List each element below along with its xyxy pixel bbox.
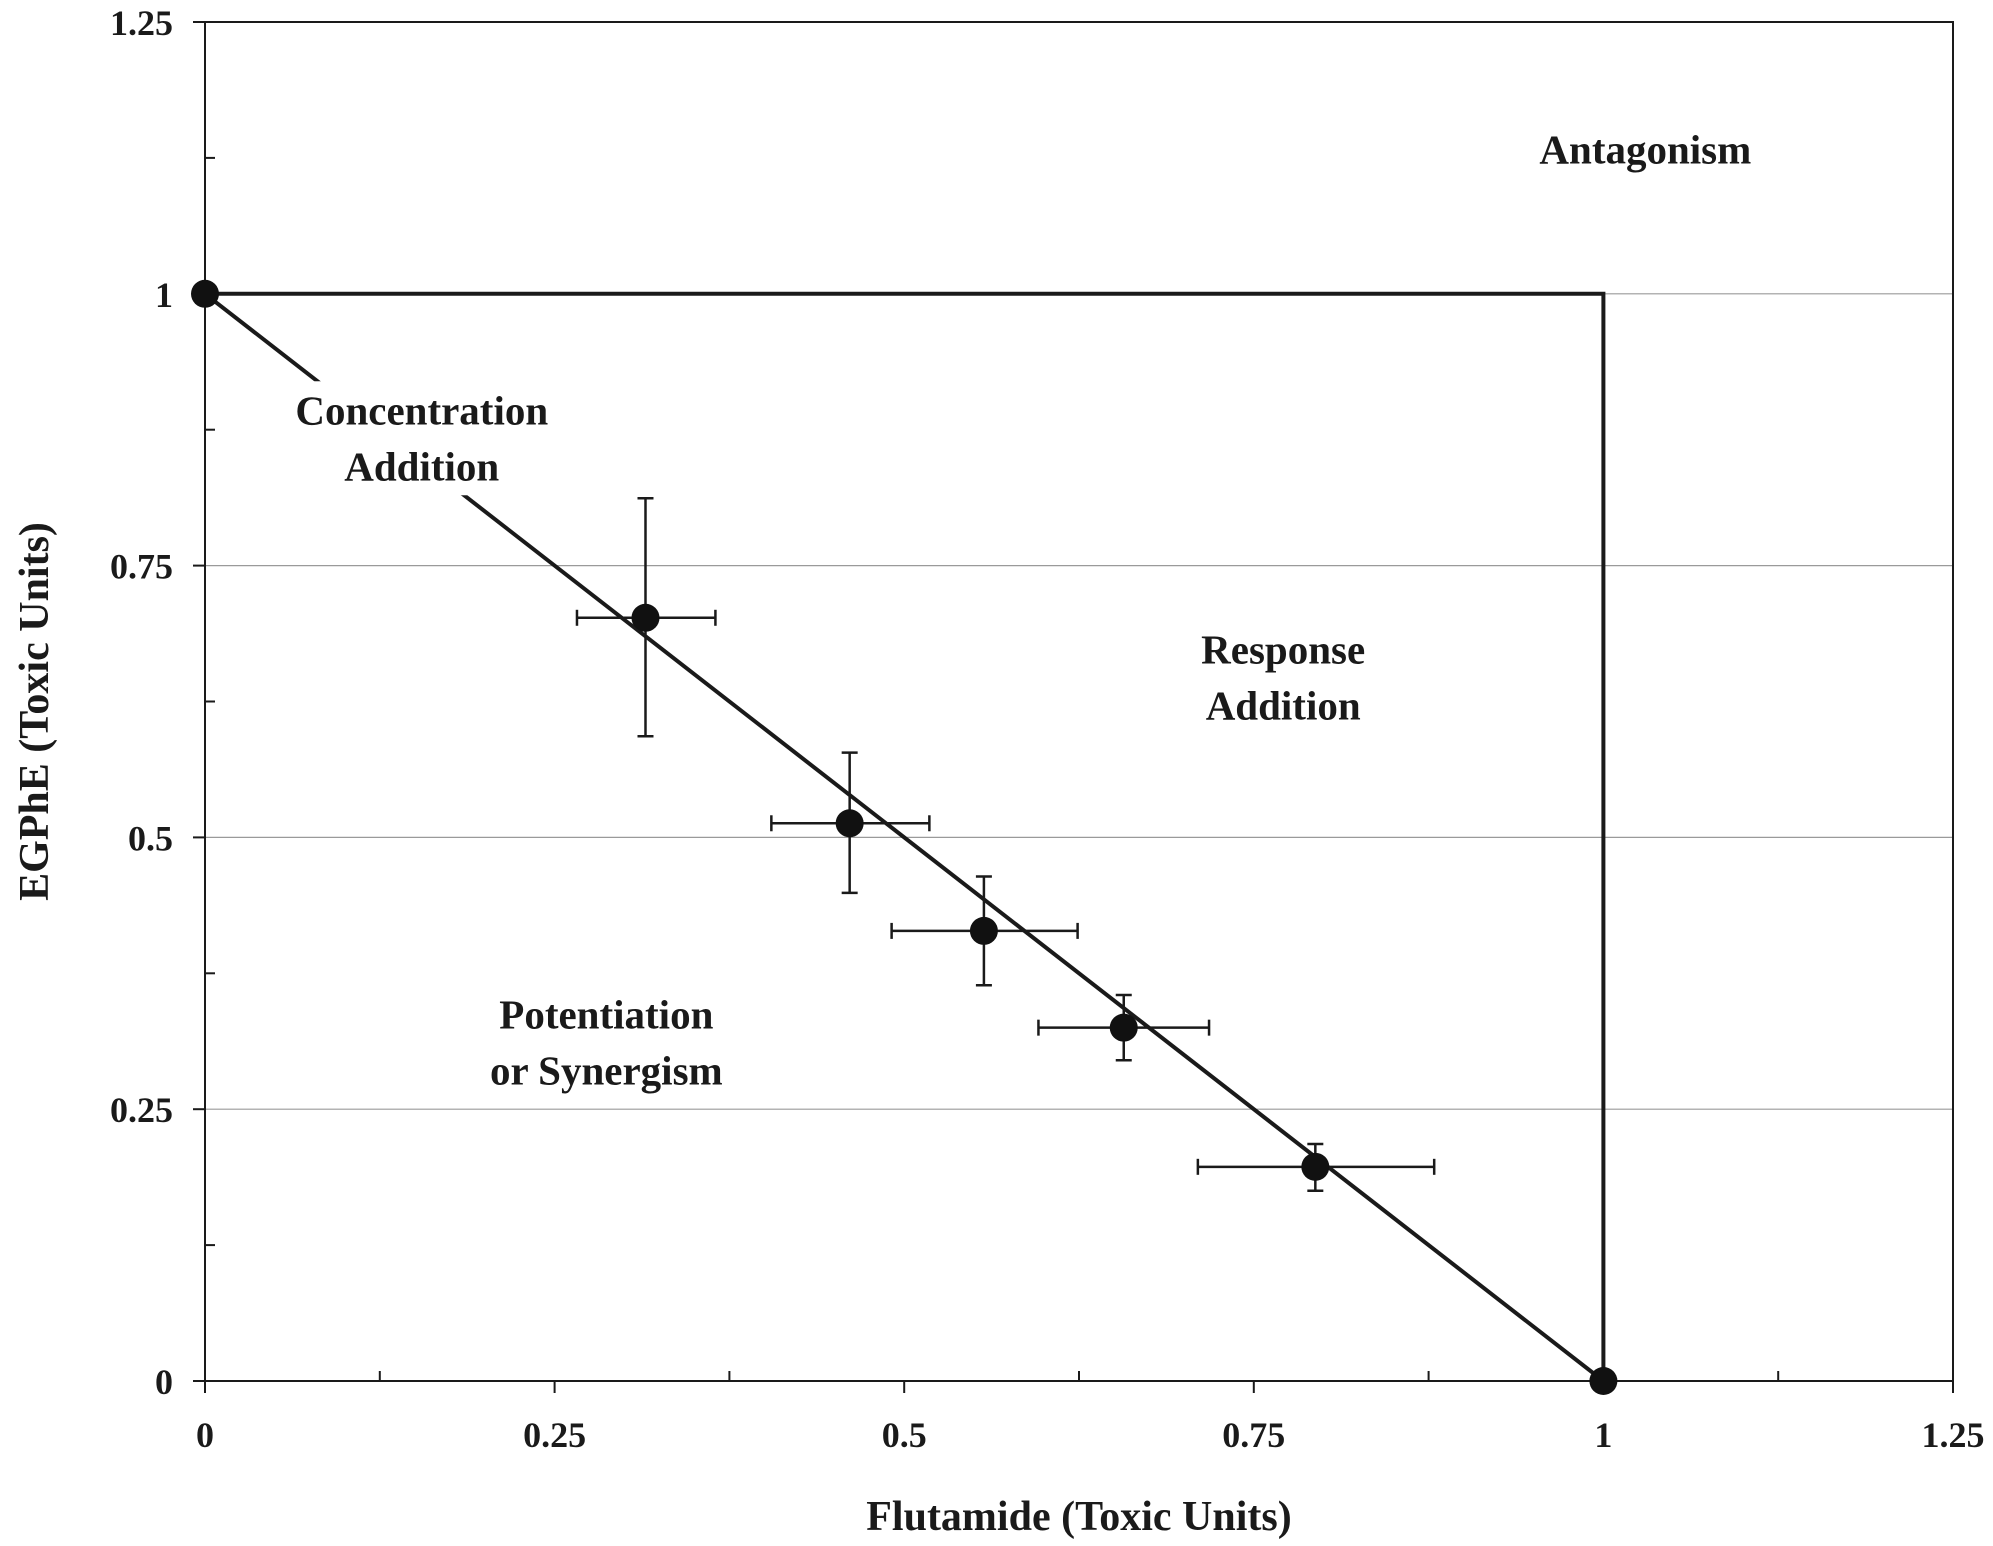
response-addition-label: Response Addition bbox=[1191, 620, 1376, 735]
y-tick-label: 0.25 bbox=[110, 1090, 173, 1130]
data-points bbox=[191, 279, 1618, 1395]
x-tick-label: 0.75 bbox=[1222, 1415, 1285, 1455]
tick-labels: 0 0.25 0.5 0.75 1 1.25 0 0.25 0.5 0.75 1 1.25 bbox=[110, 3, 1985, 1455]
response-addition-boundary bbox=[205, 291, 1606, 1381]
y-tick-label: 1 bbox=[155, 275, 173, 315]
data-point-5 bbox=[1109, 1013, 1138, 1042]
svg-text:Addition: Addition bbox=[1206, 682, 1361, 728]
x-tick-label: 0.25 bbox=[523, 1415, 586, 1455]
y-tick-label: 0.75 bbox=[110, 547, 173, 587]
plot-area-frame bbox=[204, 21, 1954, 1382]
x-tick-label: 0 bbox=[196, 1415, 214, 1455]
antagonism-label: Antagonism bbox=[1529, 120, 1762, 179]
svg-text:Potentiation: Potentiation bbox=[499, 992, 713, 1038]
axis-ticks bbox=[193, 21, 1954, 1393]
svg-text:Addition: Addition bbox=[344, 443, 499, 489]
data-point-6 bbox=[1301, 1152, 1330, 1181]
svg-text:Antagonism: Antagonism bbox=[1539, 126, 1751, 172]
region-labels: Antagonism Concentration Addition Response A… bbox=[285, 120, 1762, 1100]
y-tick-label: 0.5 bbox=[128, 818, 173, 858]
data-point-1 bbox=[191, 279, 219, 308]
y-tick-label: 1.25 bbox=[110, 3, 173, 43]
x-axis-title: Flutamide (Toxic Units) bbox=[866, 1494, 1291, 1540]
data-point-2 bbox=[631, 603, 660, 632]
svg-text:Concentration: Concentration bbox=[295, 387, 548, 433]
x-tick-label: 1 bbox=[1594, 1415, 1612, 1455]
data-point-4 bbox=[969, 916, 998, 945]
data-point-7 bbox=[1589, 1367, 1618, 1395]
x-tick-label: 0.5 bbox=[882, 1415, 927, 1455]
y-tick-label: 0 bbox=[155, 1362, 173, 1402]
svg-text:or Synergism: or Synergism bbox=[490, 1048, 723, 1094]
svg-text:Response: Response bbox=[1201, 626, 1365, 672]
x-tick-label: 1.25 bbox=[1922, 1415, 1985, 1455]
y-axis-title: EGPhE (Toxic Units) bbox=[12, 522, 58, 901]
concentration-addition-label: Concentration Addition bbox=[285, 381, 559, 496]
potentiation-label: Potentiation or Synergism bbox=[479, 985, 733, 1100]
data-point-3 bbox=[835, 809, 864, 838]
